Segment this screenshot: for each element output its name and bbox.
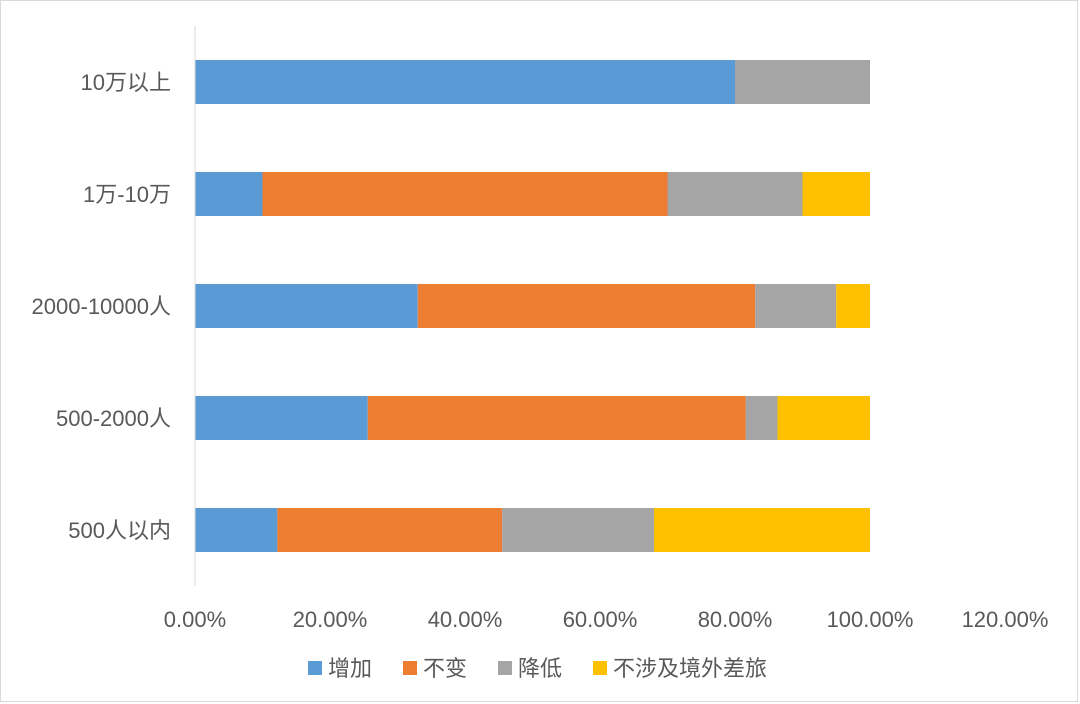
x-tick-label: 120.00% — [962, 607, 1049, 632]
x-tick-label: 100.00% — [827, 607, 914, 632]
bar-segment-1-2 — [667, 172, 803, 216]
x-tick-label: 0.00% — [164, 607, 226, 632]
bar-segment-0-0 — [195, 60, 735, 104]
category-label: 10万以上 — [81, 70, 171, 95]
bar-segment-3-1 — [367, 396, 746, 440]
legend-swatch — [403, 661, 417, 675]
bar-segment-1-0 — [195, 172, 263, 216]
x-tick-label: 80.00% — [698, 607, 773, 632]
bar-segment-4-1 — [277, 508, 503, 552]
legend-swatch — [593, 661, 607, 675]
category-labels: 10万以上 1万-10万 2000-10000人 500-2000人 500人以内 — [32, 70, 171, 543]
legend-swatch — [308, 661, 322, 675]
bar-segment-3-3 — [777, 396, 870, 440]
bar-segment-3-2 — [745, 396, 778, 440]
legend-swatch — [498, 661, 512, 675]
bar-segment-4-3 — [654, 508, 870, 552]
x-tick-label: 60.00% — [563, 607, 638, 632]
bars-layer — [195, 60, 870, 552]
x-tick-label: 40.00% — [428, 607, 503, 632]
legend-label: 不涉及境外差旅 — [613, 656, 767, 681]
bar-segment-2-1 — [417, 284, 756, 328]
legend-label: 降低 — [518, 656, 562, 681]
legend-label: 增加 — [328, 656, 372, 681]
bar-segment-4-0 — [195, 508, 278, 552]
bar-segment-0-2 — [735, 60, 870, 104]
x-tick-labels: 0.00% 20.00% 40.00% 60.00% 80.00% 100.00% 120.… — [164, 607, 1049, 632]
bar-segment-1-3 — [802, 172, 870, 216]
bar-segment-2-2 — [755, 284, 837, 328]
category-label: 1万-10万 — [83, 182, 171, 207]
bar-segment-3-0 — [195, 396, 368, 440]
bar-segment-2-3 — [836, 284, 870, 328]
bar-segment-4-2 — [502, 508, 654, 552]
bar-segment-2-0 — [195, 284, 418, 328]
category-label: 500人以内 — [68, 518, 171, 543]
legend: 增加 不变 降低 不涉及境外差旅 — [308, 656, 767, 681]
category-label: 500-2000人 — [56, 406, 171, 431]
category-label: 2000-10000人 — [32, 294, 171, 319]
x-tick-label: 20.00% — [293, 607, 368, 632]
legend-label: 不变 — [423, 656, 467, 681]
bar-segment-1-1 — [262, 172, 668, 216]
